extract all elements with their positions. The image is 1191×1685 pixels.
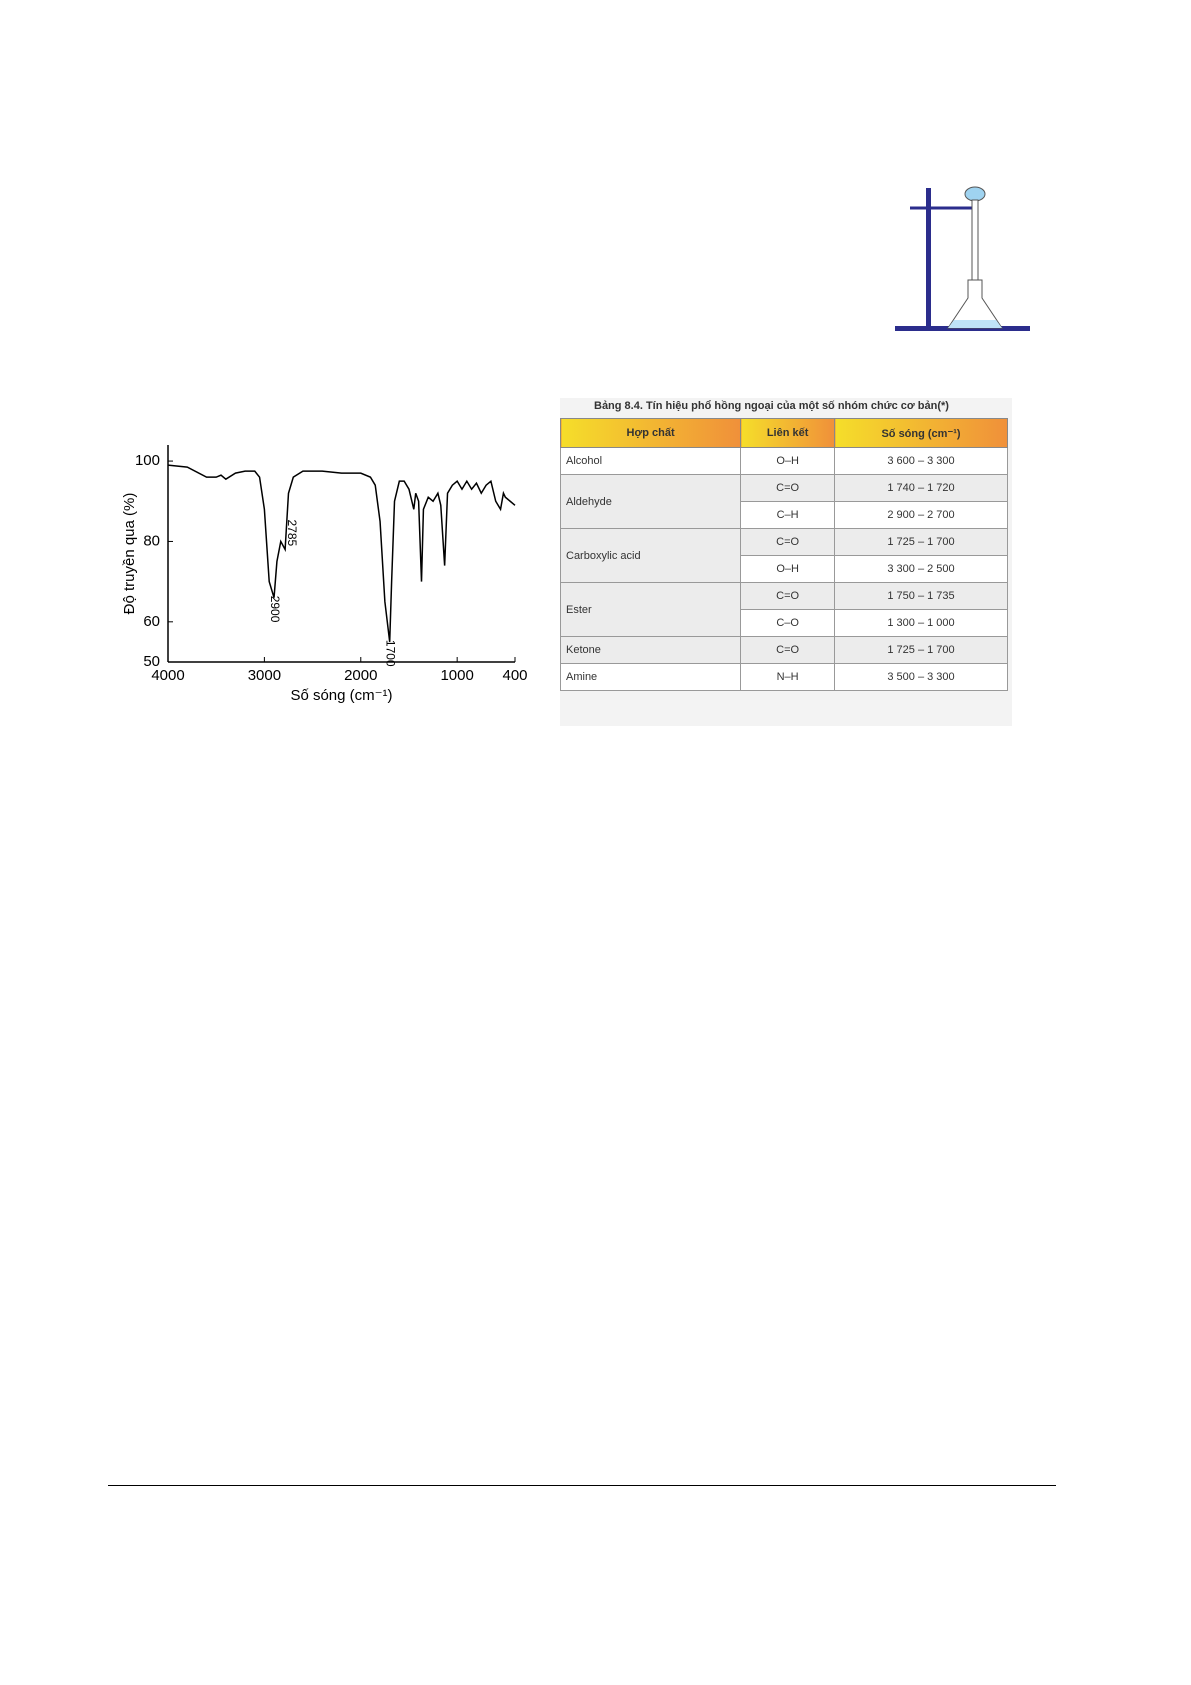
ir-table: Hợp chất Liên kết Số sóng (cm⁻¹) Alcohol O–H… — [559, 418, 1008, 691]
bond-cell: C=O — [740, 582, 836, 610]
compound-cell: Amine — [559, 663, 742, 691]
x-axis-label: Số sóng (cm⁻¹) — [290, 687, 392, 704]
peak-label: 1700 — [384, 640, 398, 667]
flask-illustration — [895, 186, 1030, 331]
header-cell: Liên kết — [740, 418, 836, 448]
ir-spectrum-chart: 50 60 80 100 4000 3000 2000 1000 400 Số sóng (cm⁻… — [121, 445, 528, 704]
bond-cell: C=O — [740, 474, 836, 502]
bond-cell: O–H — [740, 555, 836, 583]
range-cell: 1 300 – 1 000 — [834, 609, 1008, 637]
compound-cell: Aldehyde — [559, 474, 742, 529]
range-cell: 1 725 – 1 700 — [834, 528, 1008, 556]
compound-cell: Ester — [559, 582, 742, 637]
range-cell: 1 725 – 1 700 — [834, 636, 1008, 664]
bond-cell: C=O — [740, 636, 836, 664]
bond-cell: C–O — [740, 609, 836, 637]
table-row: Ester C=O 1 750 – 1 735 — [559, 582, 1008, 637]
table-row: C–O 1 300 – 1 000 — [561, 609, 1008, 637]
range-cell: 3 600 – 3 300 — [834, 447, 1008, 475]
x-tick-label: 2000 — [344, 667, 377, 684]
compound-cell: Alcohol — [559, 447, 742, 475]
y-tick-label: 50 — [143, 653, 160, 670]
table-row: Alcohol O–H 3 600 – 3 300 — [559, 447, 1008, 475]
range-cell: 3 500 – 3 300 — [834, 663, 1008, 691]
y-tick-label: 100 — [135, 452, 160, 469]
peak-label: 2785 — [285, 519, 299, 546]
range-cell: 1 740 – 1 720 — [834, 474, 1008, 502]
range-cell: 3 300 – 2 500 — [834, 555, 1008, 583]
compound-cell: Ketone — [559, 636, 742, 664]
table-row: Amine N–H 3 500 – 3 300 — [559, 663, 1008, 691]
peak-label: 2900 — [268, 596, 282, 623]
range-cell: 1 750 – 1 735 — [834, 582, 1008, 610]
x-tick-label: 4000 — [151, 667, 184, 684]
table-row: Aldehyde C=O 1 740 – 1 720 — [559, 474, 1008, 529]
table-row: C–H 2 900 – 2 700 — [561, 501, 1008, 529]
y-axis-label: Độ truyền qua (%) — [121, 493, 138, 615]
bond-cell: N–H — [740, 663, 836, 691]
x-tick-label: 1000 — [440, 667, 473, 684]
bond-cell: C–H — [740, 501, 836, 529]
header-row: Hợp chất Liên kết Số sóng (cm⁻¹) — [559, 418, 1008, 448]
y-tick-label: 60 — [143, 613, 160, 630]
bond-cell: O–H — [740, 447, 836, 475]
compound-cell: Carboxylic acid — [559, 528, 742, 583]
table-title: Bảng 8.4. Tín hiệu phổ hồng ngoại của mộ… — [594, 400, 949, 412]
header-cell: Hợp chất — [559, 418, 742, 448]
table-row: O–H 3 300 – 2 500 — [561, 555, 1008, 583]
table-row: Ketone C=O 1 725 – 1 700 — [559, 636, 1008, 664]
x-tick-label: 3000 — [248, 667, 281, 684]
y-tick-label: 80 — [143, 532, 160, 549]
range-cell: 2 900 – 2 700 — [834, 501, 1008, 529]
bond-cell: C=O — [740, 528, 836, 556]
header-cell: Số sóng (cm⁻¹) — [834, 418, 1008, 448]
table-row: Carboxylic acid C=O 1 725 – 1 700 — [559, 528, 1008, 583]
x-tick-label: 400 — [502, 667, 527, 684]
spectrum-line — [167, 464, 516, 642]
ir-table-panel: Bảng 8.4. Tín hiệu phổ hồng ngoại của mộ… — [559, 398, 1012, 726]
footer-rule — [108, 1485, 1056, 1486]
